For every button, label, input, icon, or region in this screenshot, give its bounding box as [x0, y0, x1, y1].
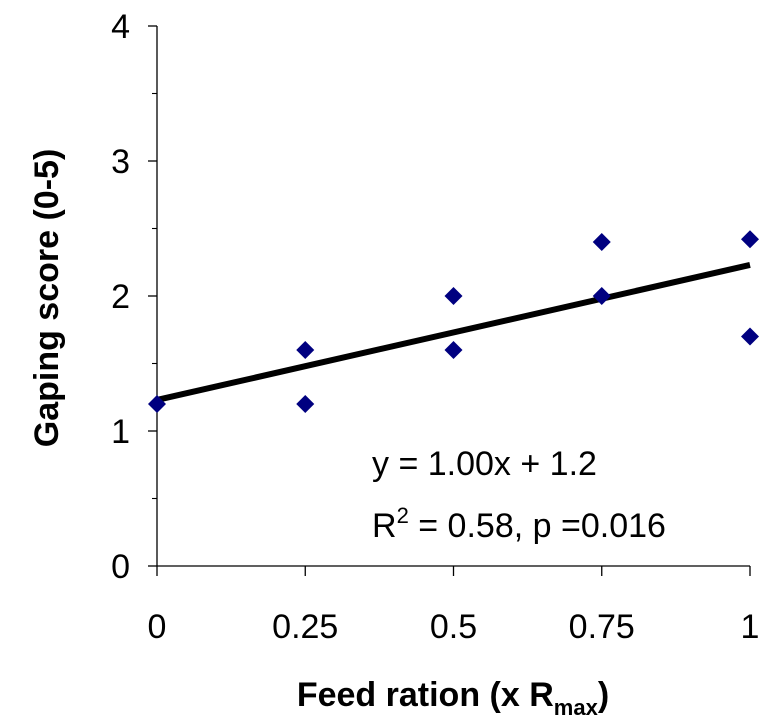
data-points — [148, 230, 759, 413]
x-tick-label: 0 — [148, 608, 167, 646]
x-axis-title-end: ) — [598, 676, 609, 714]
r-squared-letter: R — [372, 507, 397, 545]
x-tick-label: 0.75 — [569, 608, 635, 646]
x-axis-title: Feed ration (x Rmax) — [297, 676, 609, 720]
data-point — [444, 287, 463, 305]
x-tick-label: 0.25 — [272, 608, 338, 646]
x-axis-title-main: Feed ration (x R — [297, 676, 554, 714]
r-squared-superscript: 2 — [397, 503, 409, 528]
x-ticks — [156, 566, 751, 576]
y-axis-title: Gaping score (0-5) — [28, 149, 66, 448]
r-squared-label: R2 = 0.58, p =0.016 — [372, 503, 666, 545]
y-major-ticks — [148, 25, 157, 567]
y-tick-label: 4 — [111, 8, 130, 46]
y-tick-label: 1 — [111, 413, 130, 451]
data-point — [592, 287, 611, 305]
data-point — [592, 233, 611, 251]
data-point — [741, 327, 759, 346]
data-point — [296, 395, 315, 413]
y-tick-label: 3 — [111, 143, 130, 181]
data-point — [296, 341, 315, 359]
y-tick-labels: 0 1 2 3 4 — [111, 8, 130, 586]
data-point — [444, 341, 463, 359]
r-squared-value: = 0.58, p =0.016 — [409, 507, 666, 545]
data-point — [741, 230, 759, 249]
equation-label: y = 1.00x + 1.2 — [372, 445, 597, 483]
y-minor-ticks — [152, 92, 157, 500]
x-axis-title-subscript: max — [554, 695, 599, 720]
trendline — [156, 262, 751, 403]
y-tick-label: 0 — [111, 548, 130, 586]
x-tick-label: 0.5 — [430, 608, 477, 646]
x-tick-label: 1 — [741, 608, 760, 646]
x-tick-labels: 0 0.25 0.5 0.75 1 — [148, 608, 760, 646]
data-point — [148, 395, 166, 413]
y-tick-label: 2 — [111, 278, 130, 316]
